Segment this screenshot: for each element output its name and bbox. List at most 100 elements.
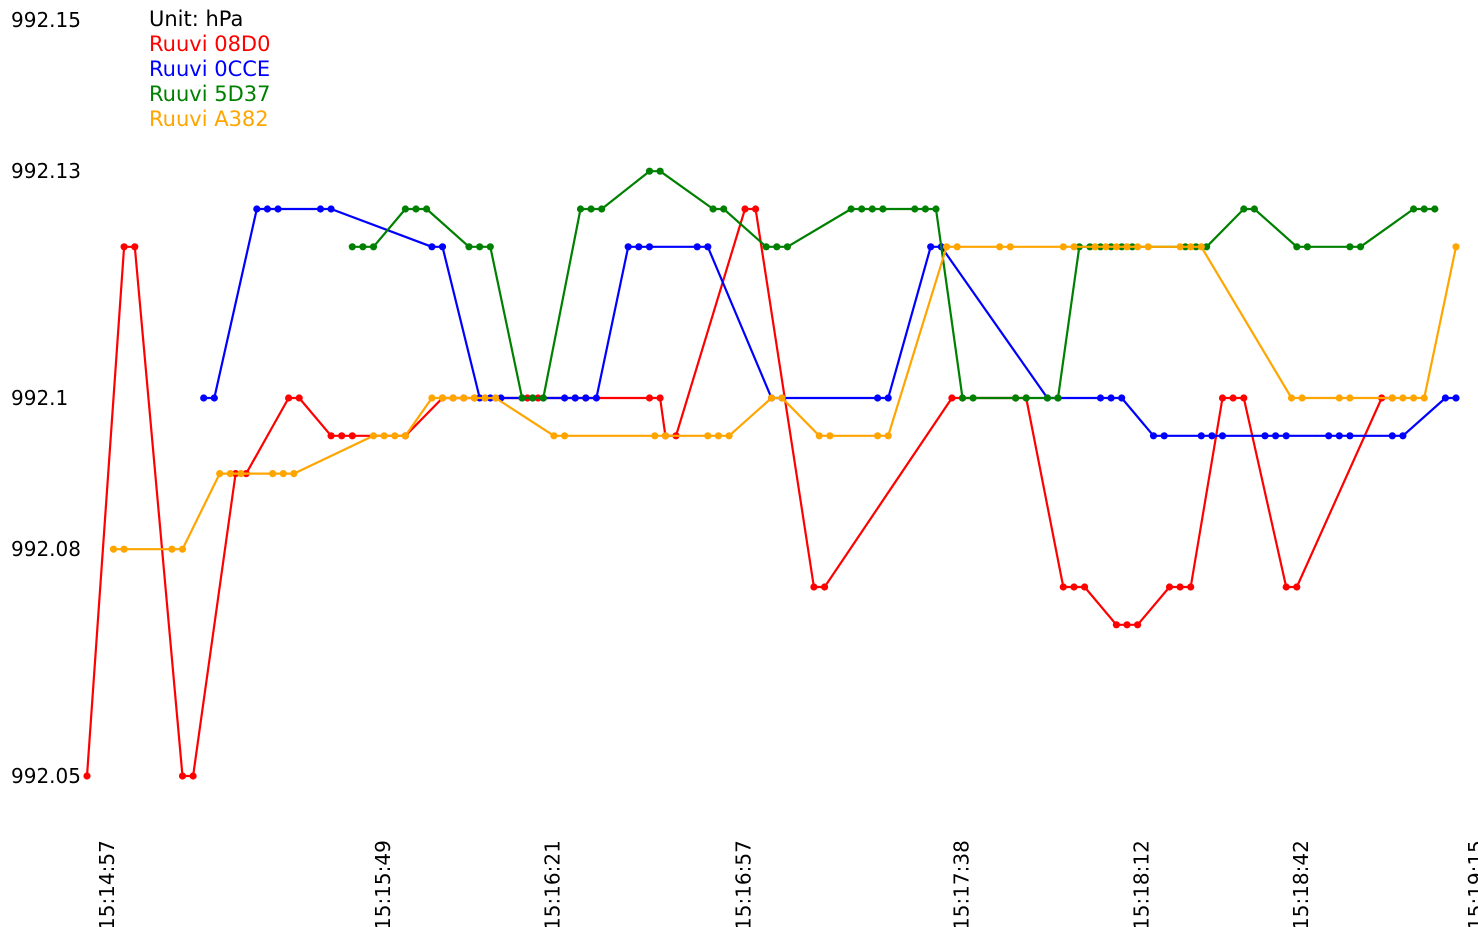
data-point: [369, 432, 378, 440]
data-point: [1410, 205, 1418, 213]
legend-entry: Ruuvi 08D0: [149, 32, 270, 56]
y-tick-label: 992.15: [11, 8, 81, 32]
data-point: [1123, 243, 1131, 251]
series-line: [85, 207, 1393, 778]
data-point: [178, 545, 187, 553]
data-point: [1112, 243, 1120, 251]
data-point: [486, 243, 494, 251]
data-point: [969, 394, 977, 402]
data-point: [83, 772, 91, 780]
data-point: [709, 205, 717, 213]
data-point: [237, 470, 245, 478]
data-point: [1293, 243, 1301, 251]
data-point: [274, 205, 282, 213]
data-point: [1149, 432, 1158, 440]
data-point: [645, 394, 654, 402]
data-point: [1070, 583, 1078, 591]
data-point: [253, 205, 261, 213]
data-point: [1102, 243, 1110, 251]
data-point: [624, 243, 632, 251]
data-point: [741, 205, 749, 213]
data-point: [587, 205, 595, 213]
data-point: [932, 205, 940, 213]
x-tick-label: 15:15:49: [371, 840, 395, 927]
data-point: [927, 243, 935, 251]
x-tick-label: 15:16:57: [732, 840, 756, 927]
data-point: [1298, 394, 1306, 402]
data-point: [783, 243, 792, 251]
data-point: [714, 432, 723, 440]
data-point: [704, 432, 712, 440]
data-point: [200, 394, 208, 402]
data-point: [953, 243, 961, 251]
data-point: [1335, 432, 1343, 440]
data-point: [762, 243, 770, 251]
data-point: [476, 243, 484, 251]
data-point: [423, 205, 431, 213]
data-point: [316, 205, 325, 213]
data-point: [996, 243, 1004, 251]
data-point: [295, 394, 303, 402]
data-point: [561, 432, 569, 440]
data-point: [1218, 394, 1227, 402]
data-point: [693, 243, 701, 251]
data-point: [1420, 205, 1428, 213]
data-point: [943, 243, 951, 251]
data-point: [1203, 243, 1211, 251]
series-line: [203, 207, 1456, 437]
data-point: [550, 432, 558, 440]
data-point: [1399, 432, 1407, 440]
data-point: [1399, 394, 1407, 402]
data-point: [401, 432, 409, 440]
data-point: [391, 432, 399, 440]
x-tick-label: 15:18:12: [1130, 840, 1154, 927]
data-point: [1356, 243, 1365, 251]
data-point: [120, 545, 128, 553]
data-point: [1197, 432, 1205, 440]
data-point: [1346, 432, 1354, 440]
data-point: [1176, 243, 1184, 251]
data-point: [338, 432, 346, 440]
data-point: [645, 167, 654, 175]
data-point: [778, 394, 786, 402]
data-point: [767, 394, 776, 402]
data-point: [1420, 394, 1428, 402]
data-point: [1272, 432, 1280, 440]
data-point: [645, 243, 654, 251]
y-tick-label: 992.13: [11, 159, 81, 183]
series-layer: [83, 167, 1460, 780]
data-point: [412, 205, 420, 213]
data-point: [1287, 394, 1296, 402]
data-point: [1006, 243, 1014, 251]
y-tick-label: 992.08: [11, 537, 81, 561]
data-point: [1240, 394, 1248, 402]
data-point: [428, 243, 436, 251]
series-group: [83, 205, 1396, 780]
data-point: [380, 432, 388, 440]
series-line: [113, 245, 1458, 551]
data-point: [465, 243, 473, 251]
data-point: [1303, 243, 1311, 251]
data-point: [773, 243, 781, 251]
data-point: [1452, 394, 1460, 402]
series-group: [109, 243, 1460, 553]
data-point: [884, 432, 892, 440]
data-point: [1218, 432, 1227, 440]
y-axis-ticks: 992.15 992.13 992.1 992.08 992.05: [11, 8, 81, 788]
data-point: [1043, 394, 1051, 402]
data-point: [592, 394, 601, 402]
data-point: [1250, 205, 1258, 213]
data-point: [1452, 243, 1460, 251]
data-point: [539, 394, 547, 402]
data-point: [1261, 432, 1269, 440]
data-point: [884, 394, 892, 402]
data-point: [720, 205, 728, 213]
data-point: [1112, 621, 1120, 629]
data-point: [460, 394, 468, 402]
data-point: [470, 394, 478, 402]
data-point: [348, 243, 356, 251]
data-point: [327, 432, 335, 440]
data-point: [1197, 243, 1205, 251]
data-point: [661, 432, 670, 440]
data-point: [582, 394, 590, 402]
